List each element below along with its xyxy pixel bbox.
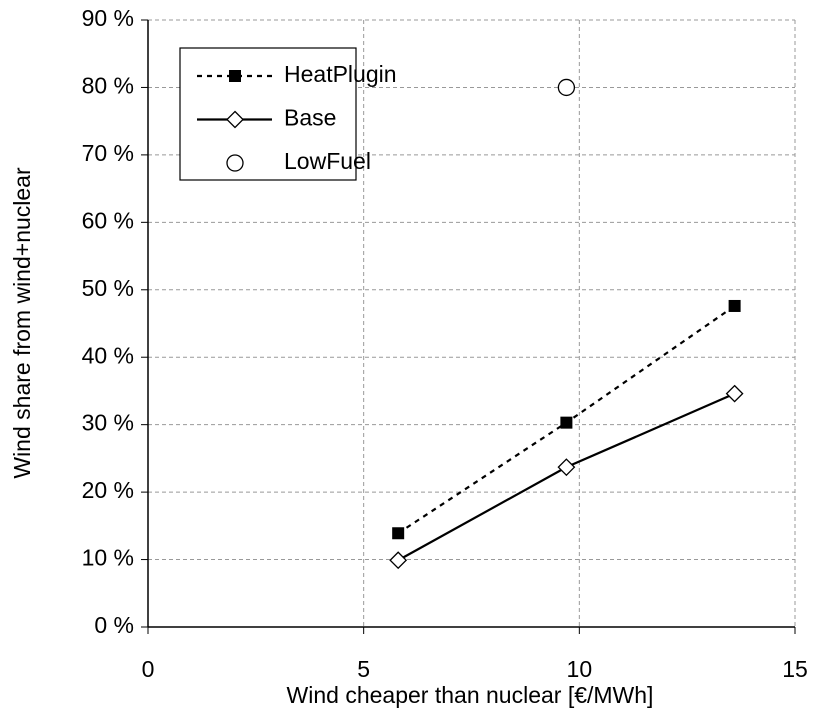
y-tick-label: 20 % — [82, 477, 134, 503]
marker — [557, 458, 576, 477]
x-tick-label: 10 — [567, 656, 593, 682]
marker — [725, 384, 744, 403]
marker — [560, 416, 573, 429]
legend-box — [179, 47, 357, 181]
marker — [557, 78, 576, 97]
y-tick-label: 40 % — [82, 342, 134, 368]
marker — [226, 110, 244, 129]
x-tick-label: 0 — [142, 656, 155, 682]
legend-label: LowFuel — [284, 148, 371, 174]
legend-label: Base — [284, 105, 336, 131]
y-tick-label: 0 % — [94, 612, 134, 638]
x-axis-label: Wind cheaper than nuclear [€/MWh] — [287, 682, 654, 708]
y-tick-label: 90 % — [82, 5, 134, 31]
marker — [728, 299, 741, 312]
y-axis-label: Wind share from wind+nuclear — [9, 167, 35, 479]
y-tick-label: 70 % — [82, 140, 134, 166]
marker — [226, 154, 244, 172]
marker — [392, 527, 405, 540]
marker — [389, 551, 408, 570]
y-tick-label: 10 % — [82, 545, 134, 571]
marker — [229, 70, 241, 82]
x-tick-label: 5 — [357, 656, 370, 682]
y-tick-label: 80 % — [82, 73, 134, 99]
y-tick-label: 60 % — [82, 207, 134, 233]
y-tick-label: 50 % — [82, 275, 134, 301]
y-tick-label: 30 % — [82, 410, 134, 436]
legend-label: HeatPlugin — [284, 61, 397, 87]
x-tick-label: 15 — [782, 656, 808, 682]
